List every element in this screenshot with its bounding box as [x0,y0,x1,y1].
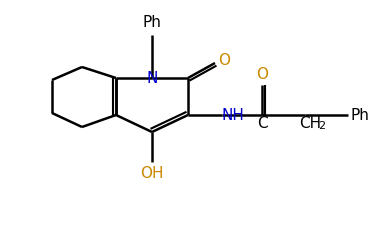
Text: C: C [256,115,267,130]
Text: N: N [146,70,158,86]
Text: NH: NH [222,107,244,122]
Text: O: O [256,67,268,82]
Text: 2: 2 [318,121,326,131]
Text: O: O [218,52,230,67]
Text: Ph: Ph [143,15,161,30]
Text: CH: CH [299,115,321,130]
Text: Ph: Ph [351,107,369,122]
Text: OH: OH [140,165,164,180]
